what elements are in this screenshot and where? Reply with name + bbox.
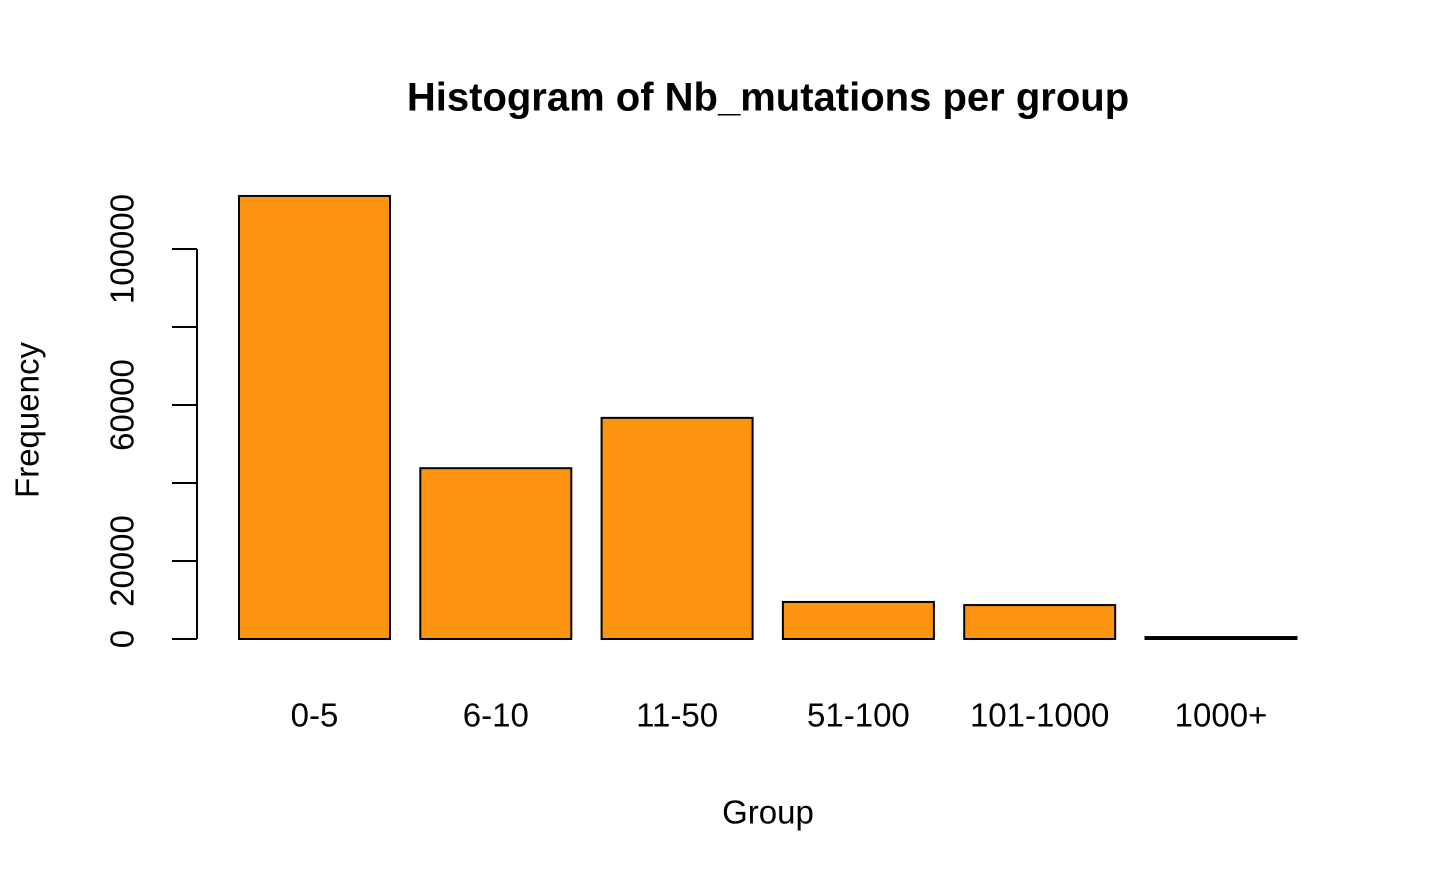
x-tick-label: 51-100: [807, 697, 910, 734]
bar: [781, 600, 935, 641]
x-tick-label: 6-10: [463, 697, 529, 734]
y-tick-label: 0: [104, 630, 141, 648]
bar: [419, 467, 573, 640]
x-axis-label: Group: [722, 794, 814, 831]
y-tick-label: 60000: [104, 359, 141, 451]
x-tick-label: 0-5: [291, 697, 339, 734]
x-tick-label: 1000+: [1175, 697, 1268, 734]
bar: [963, 604, 1117, 641]
chart-title: Histogram of Nb_mutations per group: [407, 76, 1129, 120]
y-tick-label: 20000: [104, 515, 141, 607]
x-tick-label: 11-50: [636, 697, 718, 734]
x-tick-label: 101-1000: [970, 697, 1109, 734]
y-axis-label: Frequency: [9, 342, 46, 498]
bar: [238, 194, 391, 641]
y-tick-label: 100000: [104, 194, 141, 304]
bar: [600, 416, 754, 640]
bar: [1144, 636, 1298, 640]
